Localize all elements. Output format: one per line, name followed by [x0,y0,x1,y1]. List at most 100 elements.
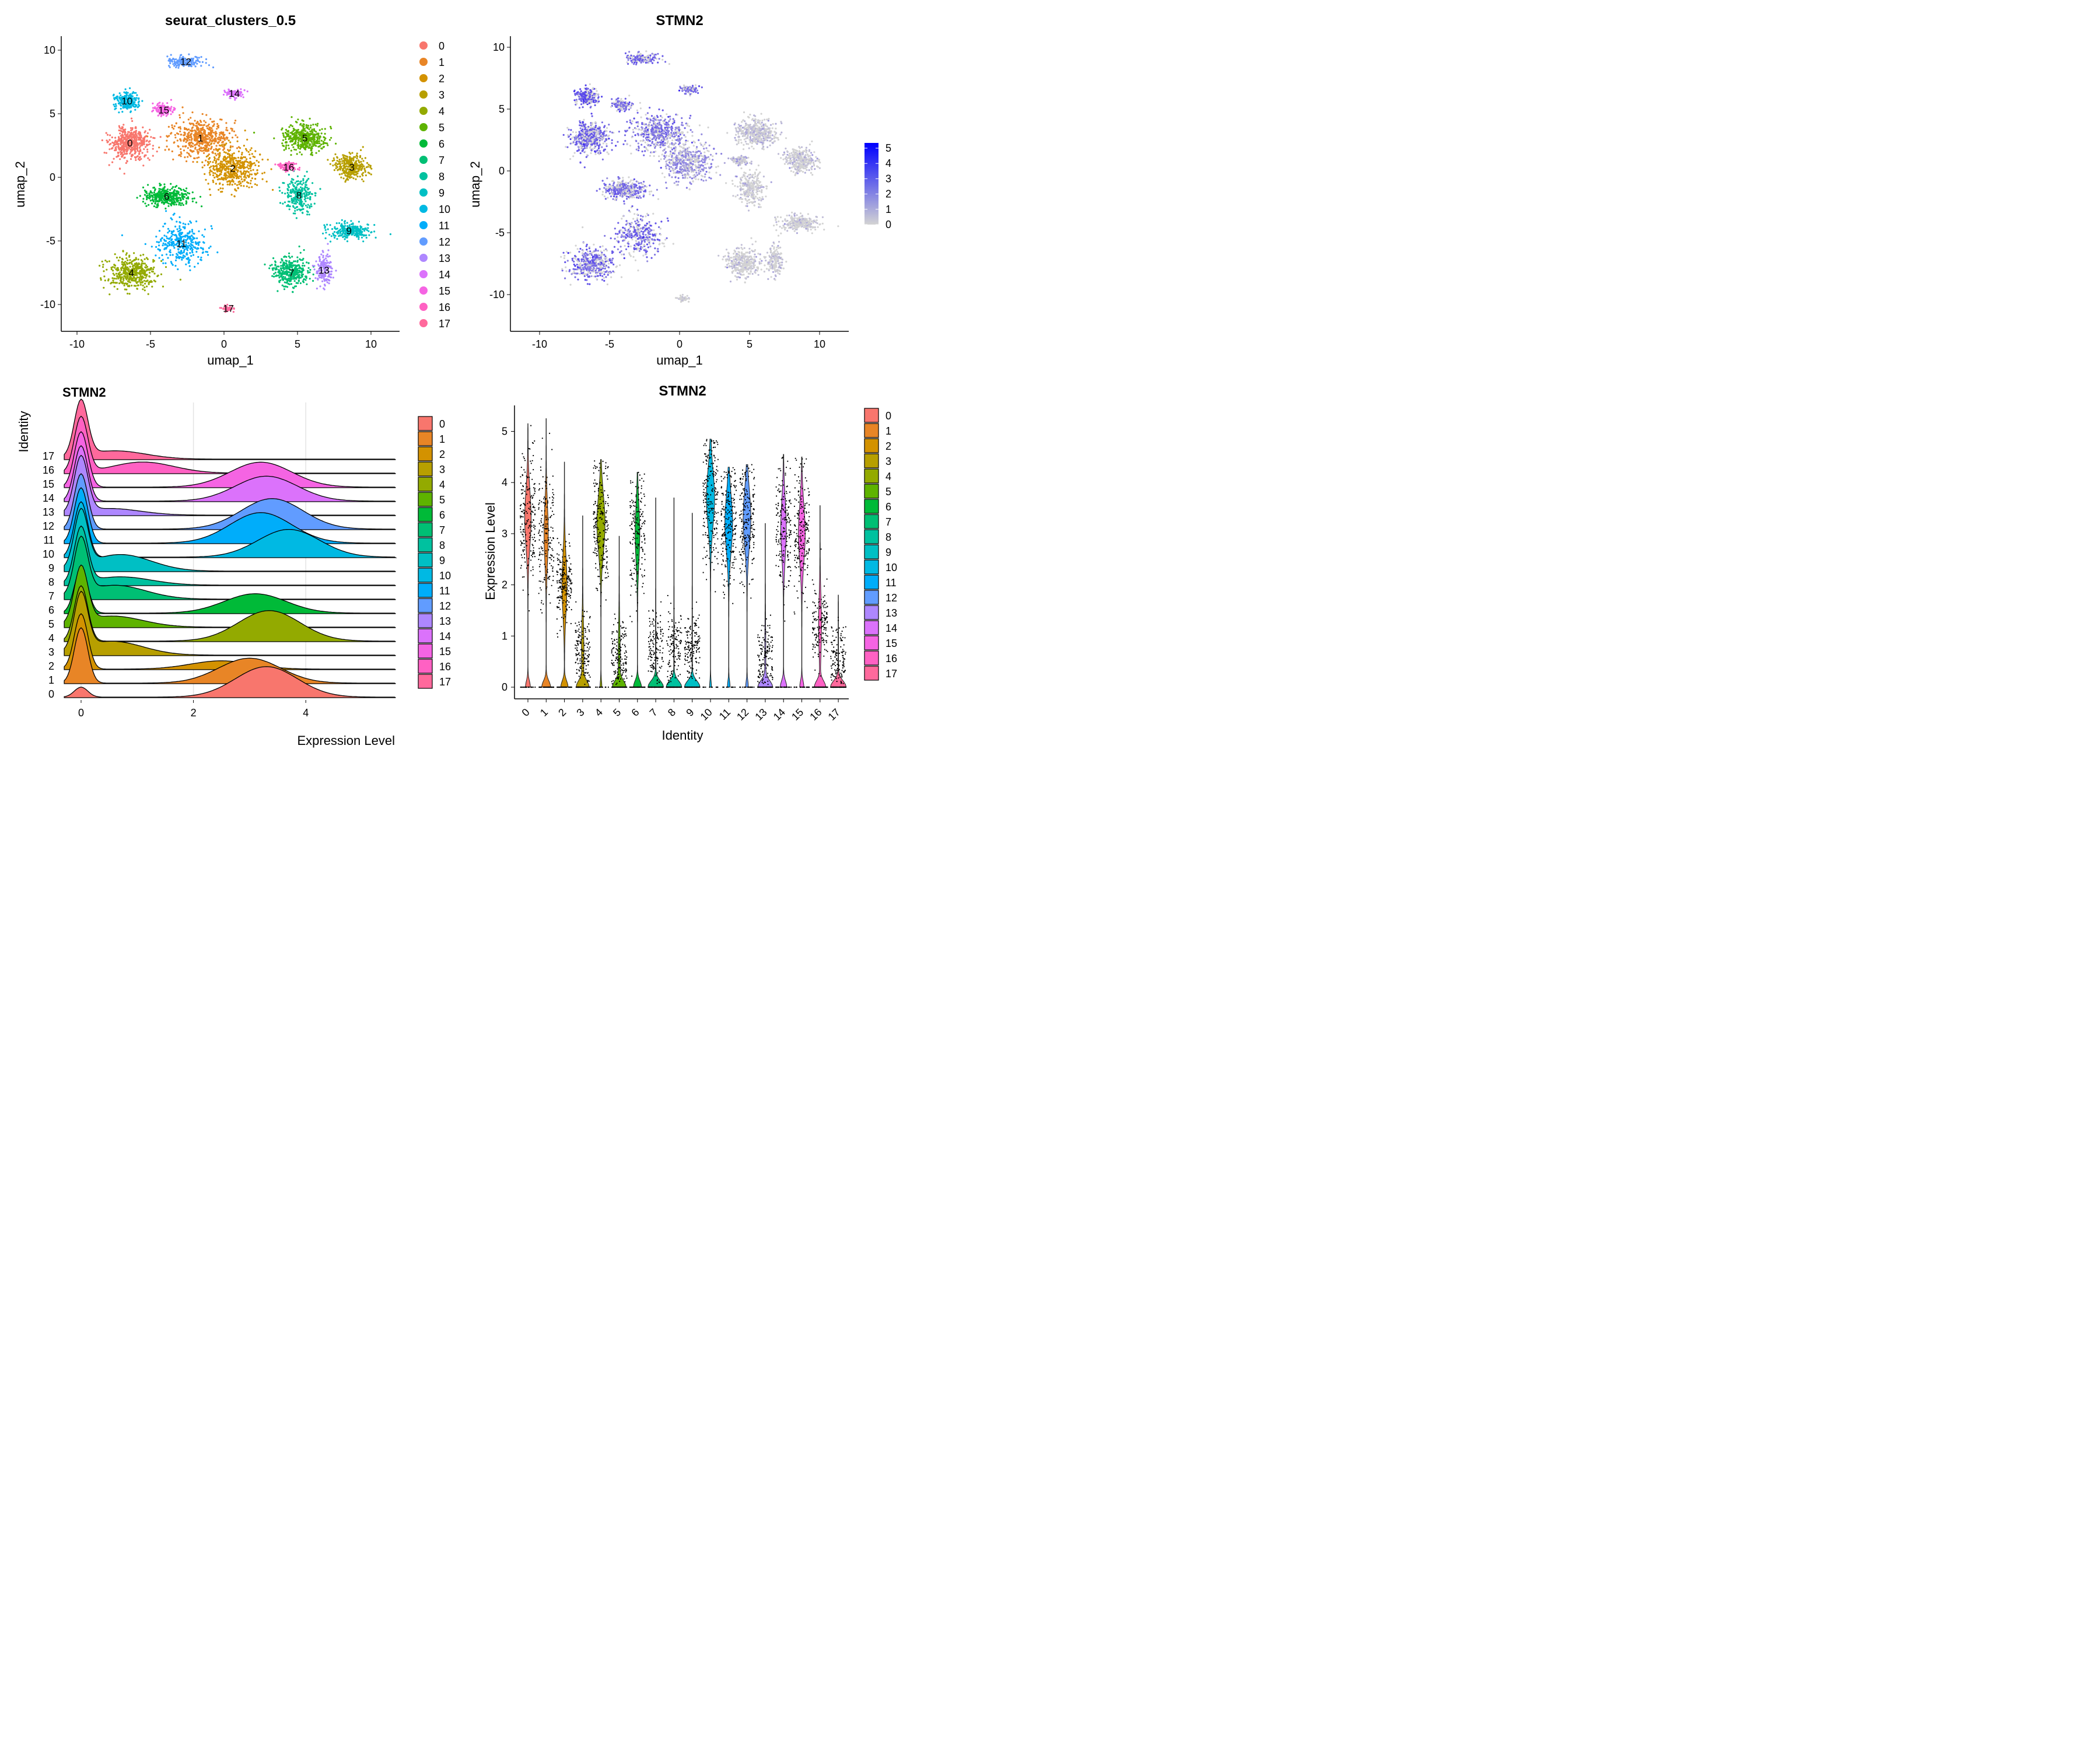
legend-swatch-17 [418,674,433,689]
cluster-label-11: 11 [176,238,187,249]
legend-label-3: 3 [439,464,445,475]
legend-label-12: 12 [886,592,897,604]
legend-swatch-10 [418,568,433,583]
ridge-x-tick-label: 0 [78,707,84,719]
legend-label-1: 1 [886,425,891,437]
ridge-13 [64,454,396,516]
ridge-11 [64,487,396,544]
violin-x-tick-label: 6 [629,706,641,719]
ridge-y-tick-label: 15 [43,478,54,490]
legend-swatch-3 [418,461,433,477]
legend-swatch-17 [419,319,428,327]
legend-swatch-2 [419,74,428,82]
ridge-y-tick-label: 13 [43,506,54,518]
umap-clusters-panel: seurat_clusters_0.5 0 12 34567891011121314… [13,13,450,368]
x-tick-label: 10 [365,338,377,350]
x-tick-label: 5 [295,338,300,350]
legend-label-8: 8 [439,171,444,183]
legend-label-0: 0 [439,40,444,52]
umap-clusters-xlabel: umap_1 [207,353,254,368]
feature-cluster-13-points [763,235,788,281]
feature-cluster-9-points [773,211,839,235]
legend-label-15: 15 [439,285,450,297]
x-tick-label: 10 [814,338,825,350]
legend-label-7: 7 [439,155,444,166]
y-tick-label: 0 [50,172,55,183]
umap-feature-points [560,50,839,303]
violin-body-0 [524,423,531,688]
colorbar-tick-label: 1 [886,204,891,215]
violin-y-tick-label: 5 [502,426,508,438]
legend-swatch-7 [418,522,433,537]
legend-label-6: 6 [886,501,891,513]
violin-ylabel: Expression Level [483,502,498,600]
cluster-13-points [312,243,337,290]
legend-label-17: 17 [439,676,451,688]
legend-swatch-14 [864,620,879,635]
cluster-10-points [112,87,144,114]
legend-swatch-14 [418,628,433,643]
legend-swatch-6 [419,139,428,148]
y-tick-label: -10 [40,299,55,310]
colorbar-tick-label: 5 [886,142,891,154]
feature-cluster-0-points [562,113,620,169]
x-tick-label: 0 [221,338,227,350]
legend-label-17: 17 [886,668,897,680]
violin-body-7 [648,498,664,688]
ridge-y-tick-label: 9 [48,562,54,574]
legend-swatch-4 [418,477,433,492]
colorbar [864,143,878,225]
legend-label-5: 5 [439,122,444,134]
feature-cluster-6-points [596,176,660,202]
legend-label-15: 15 [439,646,451,657]
violin-shapes [519,418,847,688]
legend-label-1: 1 [439,433,445,445]
ridge-1 [64,627,396,684]
violin-1 [538,418,555,688]
violin-body-15 [798,456,806,688]
y-tick-label: 10 [44,44,55,56]
violin-x-tick-label: 2 [556,706,568,719]
ridge-xlabel: Expression Level [297,733,395,748]
ridge-y-tick-label: 7 [48,590,54,602]
legend-label-0: 0 [886,410,891,422]
legend-label-4: 4 [886,471,891,482]
violin-body-5 [611,536,627,688]
y-tick-label: -10 [489,289,505,300]
cluster-label-17: 17 [223,303,234,314]
ridge-y-tick-label: 10 [43,548,54,560]
legend-swatch-11 [419,221,428,229]
x-tick-label: 0 [677,338,682,350]
y-tick-label: 10 [493,41,505,53]
x-tick-label: -5 [605,338,614,350]
legend-label-7: 7 [886,516,891,528]
legend-swatch-5 [419,123,428,131]
legend-swatch-7 [419,156,428,164]
ridge-x-tick-label: 4 [303,707,309,719]
violin-x-tick-label: 4 [593,706,605,719]
colorbar-tick-label: 3 [886,173,891,184]
legend-swatch-17 [864,666,879,681]
legend-swatch-6 [864,499,879,514]
legend-swatch-5 [864,484,879,499]
cluster-label-8: 8 [296,190,302,201]
umap-feature-ylabel: umap_2 [468,161,482,208]
colorbar-tick-label: 4 [886,158,891,169]
cluster-label-13: 13 [318,265,330,276]
ridge-15 [64,431,396,488]
violin-7 [648,498,664,688]
cluster-label-4: 4 [129,268,134,279]
legend-swatch-1 [419,58,428,66]
ridge-0 [64,666,396,698]
violin-x-tick-label: 15 [789,706,806,723]
violin-body-12 [743,464,751,688]
cluster-label-16: 16 [283,162,294,173]
legend-label-10: 10 [439,204,450,215]
ridge-8 [64,525,396,586]
ridge-y-tick-label: 16 [43,464,54,476]
cluster-8-points [278,170,321,219]
violin-body-14 [780,454,788,688]
violin-body-1 [541,418,551,688]
violin-x-tick-label: 17 [826,706,842,723]
cluster-label-14: 14 [229,88,240,99]
